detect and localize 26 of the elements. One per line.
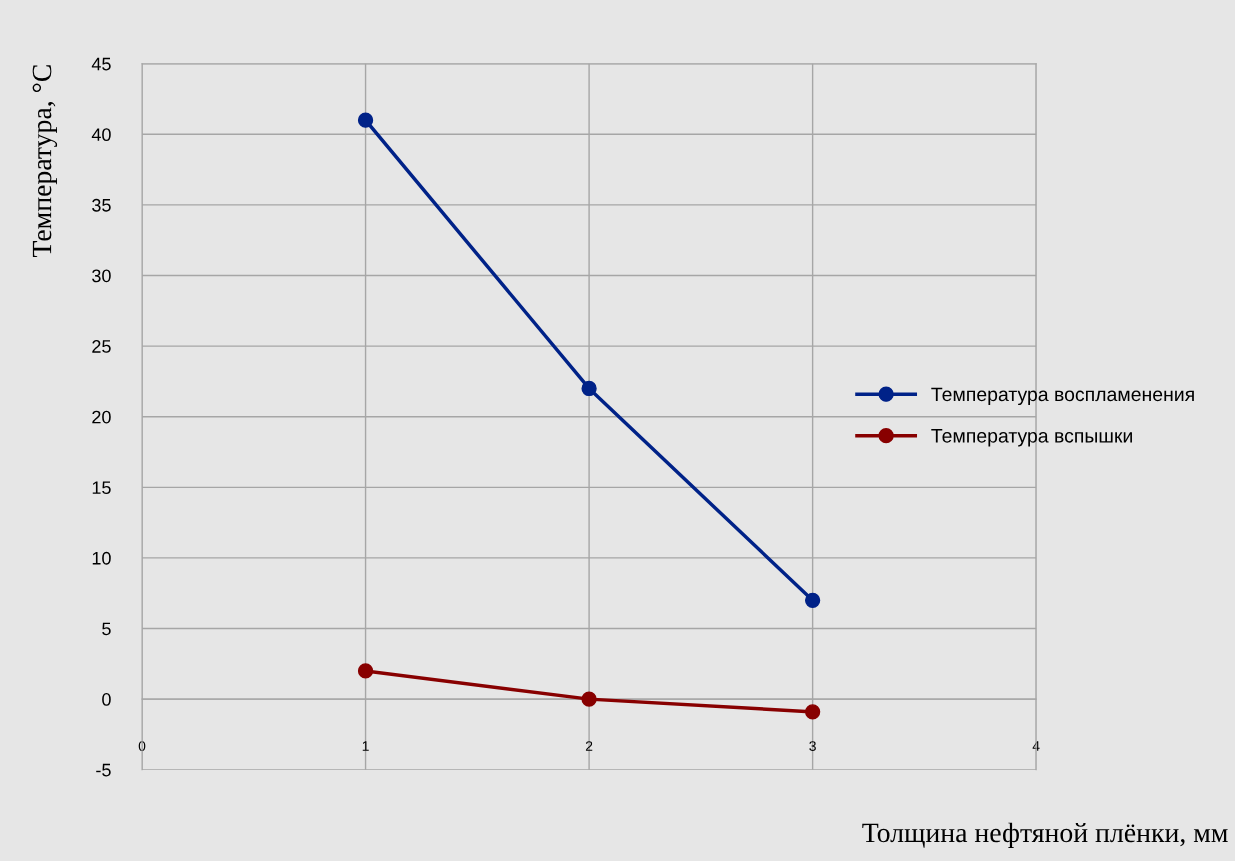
y-tick-label: 20 <box>92 410 111 424</box>
point <box>581 691 597 707</box>
y-tick-label: 35 <box>92 198 111 212</box>
x-tick-label: 4 <box>1032 741 1040 751</box>
point <box>804 704 821 720</box>
y-tick-label: 45 <box>91 57 111 71</box>
point <box>581 380 597 397</box>
y-tick-label: 30 <box>92 269 111 283</box>
legend-label: Температура воспламенения <box>931 387 1194 406</box>
x-axis-title: Толщина нефтяной плёнки, мм <box>862 822 1228 848</box>
y-tick-label: 40 <box>91 128 111 142</box>
y-tick-label: 5 <box>102 622 111 636</box>
y-axis-title: Температура, °C <box>32 65 58 258</box>
point <box>357 663 374 679</box>
point <box>357 112 374 128</box>
x-tick-label: 2 <box>585 741 593 751</box>
y-tick-label: 0 <box>102 693 111 706</box>
x-tick-label: 3 <box>809 741 816 751</box>
legend-label: Температура вспышки <box>931 429 1132 447</box>
x-tick-label: 1 <box>362 741 369 751</box>
y-tick-label: 25 <box>92 340 111 353</box>
y-tick-label: -5 <box>96 763 111 777</box>
y-tick-label: 15 <box>92 481 111 495</box>
x-tick-label: 0 <box>138 741 146 751</box>
y-tick-label: 10 <box>92 551 111 565</box>
point <box>804 592 821 608</box>
